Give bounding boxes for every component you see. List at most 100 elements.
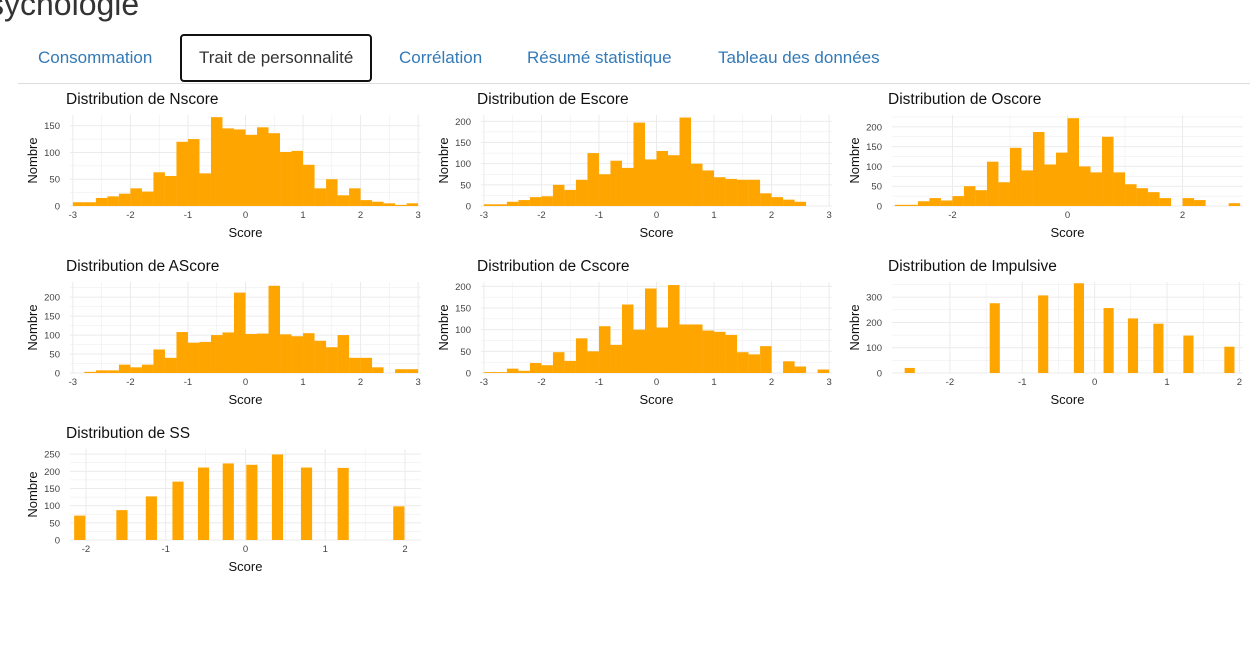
histogram-bar: [268, 133, 281, 206]
histogram-bar: [1183, 335, 1194, 373]
y-tick-label: 100: [44, 148, 60, 159]
histogram-bar: [702, 330, 715, 373]
histogram-bar: [360, 357, 373, 373]
y-axis-label: Nombre: [847, 304, 862, 350]
y-tick-label: 200: [44, 293, 60, 304]
histogram-bar: [84, 202, 96, 206]
histogram-bar: [337, 195, 350, 206]
histogram-bar: [222, 463, 234, 540]
histogram-bar: [598, 174, 611, 206]
chart-svg: Distribution de Cscore -3 -2 -1 0 1 2 3 0 50 100 15…: [436, 258, 832, 407]
histogram-bar: [257, 127, 269, 206]
x-tick-label: -1: [1018, 377, 1026, 388]
histogram-bar: [360, 200, 373, 206]
histogram-bar: [1153, 323, 1164, 373]
histogram-bar: [107, 196, 119, 206]
y-tick-label: 50: [871, 182, 882, 193]
y-axis-label: Nombre: [436, 304, 451, 350]
histogram-bar: [725, 178, 738, 206]
histogram-bar: [794, 201, 807, 206]
chart-title: Distribution de Impulsive: [888, 258, 1057, 275]
chart-impulsive: Distribution de Impulsive -2 -1 0 1 2 0 100 200 3…: [846, 255, 1246, 415]
x-tick-label: -2: [946, 377, 954, 388]
y-axis-label: Nombre: [436, 137, 451, 183]
tab-consommation[interactable]: Consommation: [38, 48, 153, 67]
chart-svg: Distribution de Impulsive -2 -1 0 1 2 0 100 200 3…: [847, 258, 1243, 407]
y-tick-label: 200: [455, 117, 471, 128]
x-axis-label: Score: [1051, 225, 1085, 240]
y-tick-label: 200: [866, 122, 882, 133]
histogram-bar: [610, 344, 622, 373]
histogram-bar: [621, 304, 634, 373]
histogram-bar: [894, 204, 907, 206]
histogram-bar: [199, 341, 211, 373]
y-tick-label: 0: [55, 369, 60, 380]
histogram-bar: [257, 333, 269, 373]
tab-trait-de-personnalite[interactable]: Trait de personnalité: [180, 34, 373, 82]
histogram-bar: [118, 364, 131, 373]
chart-svg: Distribution de Nscore -3 -2 -1 0 1 2 3 0 50 100 15…: [25, 91, 421, 240]
histogram-bar: [737, 179, 749, 206]
y-tick-label: 0: [877, 369, 882, 380]
tab-correlation[interactable]: Corrélation: [399, 48, 483, 67]
tab-tableau-des-donnees[interactable]: Tableau des données: [718, 48, 880, 67]
x-tick-label: 1: [300, 210, 305, 221]
histogram-bar: [483, 372, 496, 373]
histogram-bar: [598, 326, 611, 373]
x-axis-label: Score: [640, 392, 674, 407]
histogram-bar: [145, 496, 157, 540]
x-tick-label: -2: [948, 210, 956, 221]
chart-title: Distribution de AScore: [66, 258, 219, 275]
chart-title: Distribution de SS: [66, 425, 190, 442]
histogram-bar: [245, 134, 258, 206]
histogram-bar: [372, 367, 384, 373]
histogram-bar: [187, 139, 200, 206]
histogram-bar: [176, 332, 188, 373]
histogram-bar: [656, 327, 669, 373]
histogram-bar: [702, 170, 715, 206]
bars: [483, 117, 807, 206]
histogram-bar: [291, 150, 304, 206]
x-tick-label: 3: [826, 210, 831, 221]
histogram-bar: [783, 199, 795, 206]
histogram-bar: [1194, 200, 1206, 206]
x-tick-label: 1: [711, 377, 716, 388]
histogram-bar: [679, 117, 692, 206]
histogram-bar: [1182, 198, 1195, 206]
histogram-bar: [406, 369, 419, 373]
histogram-bar: [1127, 318, 1139, 373]
x-tick-label: 2: [769, 377, 774, 388]
y-tick-label: 150: [44, 484, 60, 495]
histogram-bar: [506, 368, 519, 373]
histogram-bar: [1073, 283, 1085, 373]
chart-title: Distribution de Cscore: [477, 258, 629, 275]
histogram-bar: [1113, 172, 1126, 206]
histogram-bar: [610, 160, 622, 206]
tab-resume-statistique[interactable]: Résumé statistique: [527, 48, 672, 67]
histogram-bar: [529, 363, 542, 373]
y-tick-label: 100: [455, 159, 471, 170]
histogram-bar: [1224, 346, 1235, 373]
histogram-bar: [95, 197, 108, 206]
histogram-bar: [337, 335, 350, 373]
histogram-bar: [963, 186, 976, 206]
histogram-bar: [668, 155, 680, 206]
x-tick-label: 1: [711, 210, 716, 221]
x-tick-label: -2: [537, 210, 545, 221]
y-axis-label: Nombre: [25, 304, 40, 350]
histogram-bar: [783, 361, 795, 373]
y-tick-label: 100: [455, 325, 471, 336]
histogram-bar: [1038, 295, 1049, 373]
histogram-bar: [141, 364, 154, 373]
histogram-bar: [906, 204, 918, 206]
histogram-bar: [233, 129, 246, 206]
x-tick-label: 2: [358, 210, 363, 221]
x-tick-label: 0: [243, 210, 248, 221]
y-tick-label: 0: [877, 202, 882, 213]
x-tick-label: 3: [415, 377, 420, 388]
x-tick-label: 0: [654, 210, 659, 221]
histogram-bar: [372, 201, 384, 206]
histogram-bar: [303, 333, 315, 373]
y-tick-label: 150: [44, 312, 60, 323]
chart-cscore: Distribution de Cscore -3 -2 -1 0 1 2 3 0 50 100 15…: [435, 255, 835, 415]
